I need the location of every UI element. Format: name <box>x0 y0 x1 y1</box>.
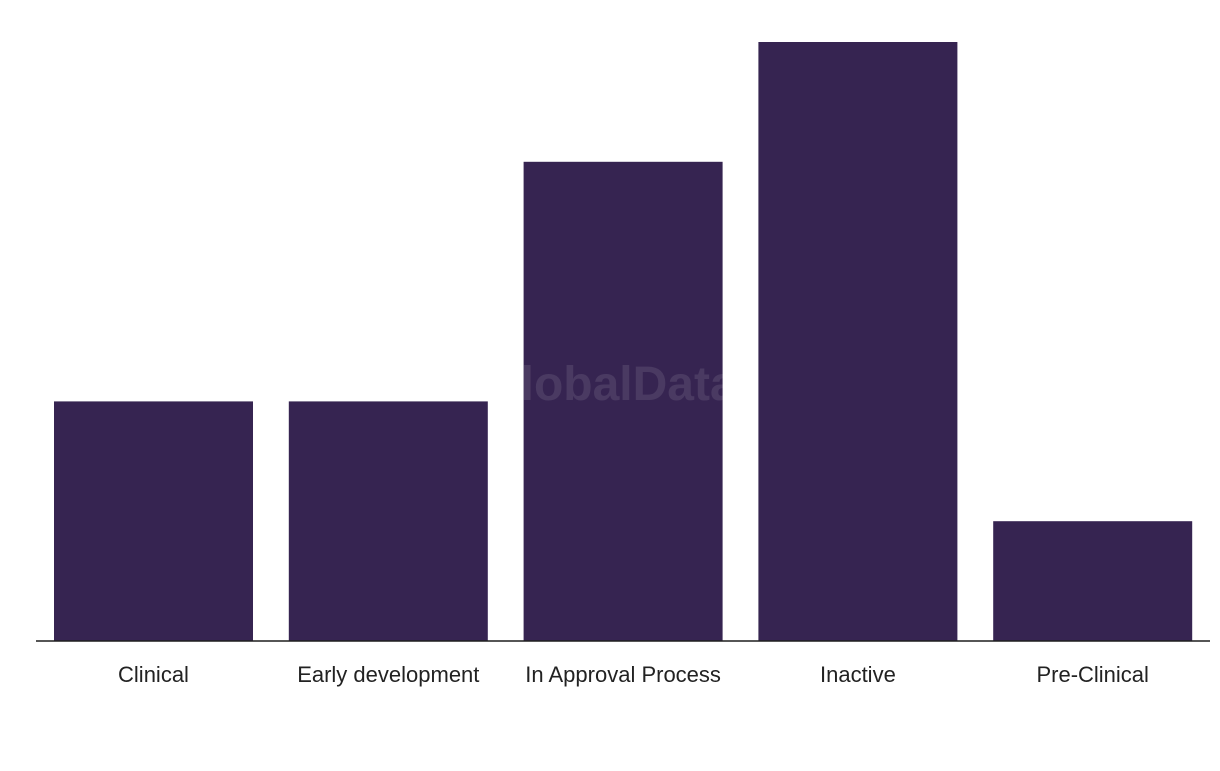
x-tick-label: Pre-Clinical <box>1036 662 1148 687</box>
bar-inactive <box>758 42 958 641</box>
bar-clinical <box>54 401 253 641</box>
x-tick-label: Clinical <box>118 662 189 687</box>
x-tick-labels: Clinical Early development In Approval Pro… <box>118 662 1149 687</box>
bar-in-approval-process <box>523 161 723 642</box>
bar-pre-clinical <box>993 521 1193 641</box>
x-tick-label: In Approval Process <box>525 662 721 687</box>
x-tick-label: Inactive <box>820 662 896 687</box>
watermark: GlobalData <box>483 358 737 411</box>
bar-early-development <box>288 401 488 641</box>
x-tick-label: Early development <box>297 662 479 687</box>
bars-layer <box>54 42 1193 642</box>
